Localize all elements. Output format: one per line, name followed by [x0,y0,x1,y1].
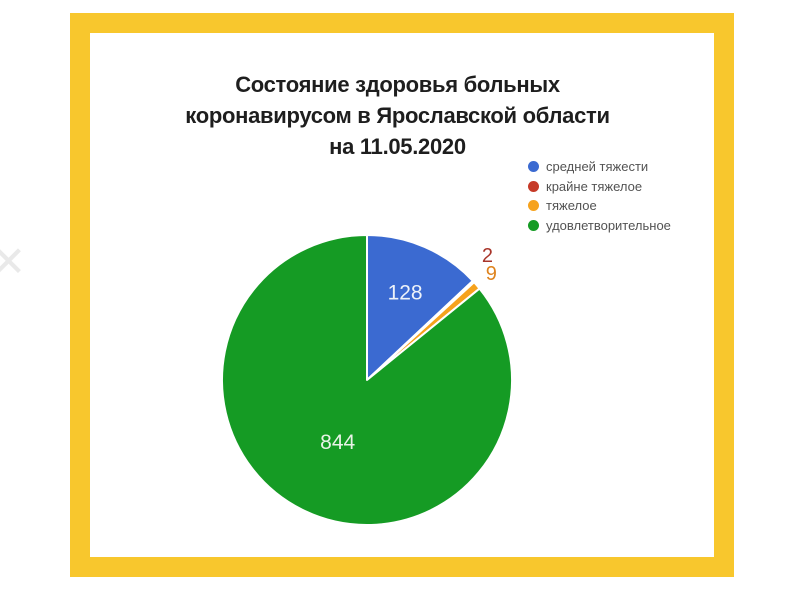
x-watermark-icon: ✕ [0,238,27,285]
legend-label: удовлетворительное [546,217,671,233]
chart-title-line-1: Состояние здоровья больных [235,72,560,97]
chart-title-line-3: на 11.05.2020 [329,134,466,159]
legend-item: средней тяжести [528,157,671,177]
yellow-frame [70,13,734,577]
chart-title-line-2: коронавирусом в Ярославской области [185,103,610,128]
legend-label: тяжелое [546,198,597,214]
legend-marker-icon [528,161,539,173]
legend-item: удовлетворительное [528,216,671,236]
chart-legend: средней тяжести крайне тяжелое тяжелое у… [528,157,671,235]
legend-item: тяжелое [528,196,671,216]
legend-label: крайне тяжелое [546,178,643,194]
chart-title: Состояние здоровья больных коронавирусом… [80,69,715,162]
legend-marker-icon [528,180,539,192]
legend-marker-icon [528,200,539,212]
legend-marker-icon [528,219,539,231]
legend-label: средней тяжести [546,159,649,175]
legend-item: крайне тяжелое [528,177,671,197]
